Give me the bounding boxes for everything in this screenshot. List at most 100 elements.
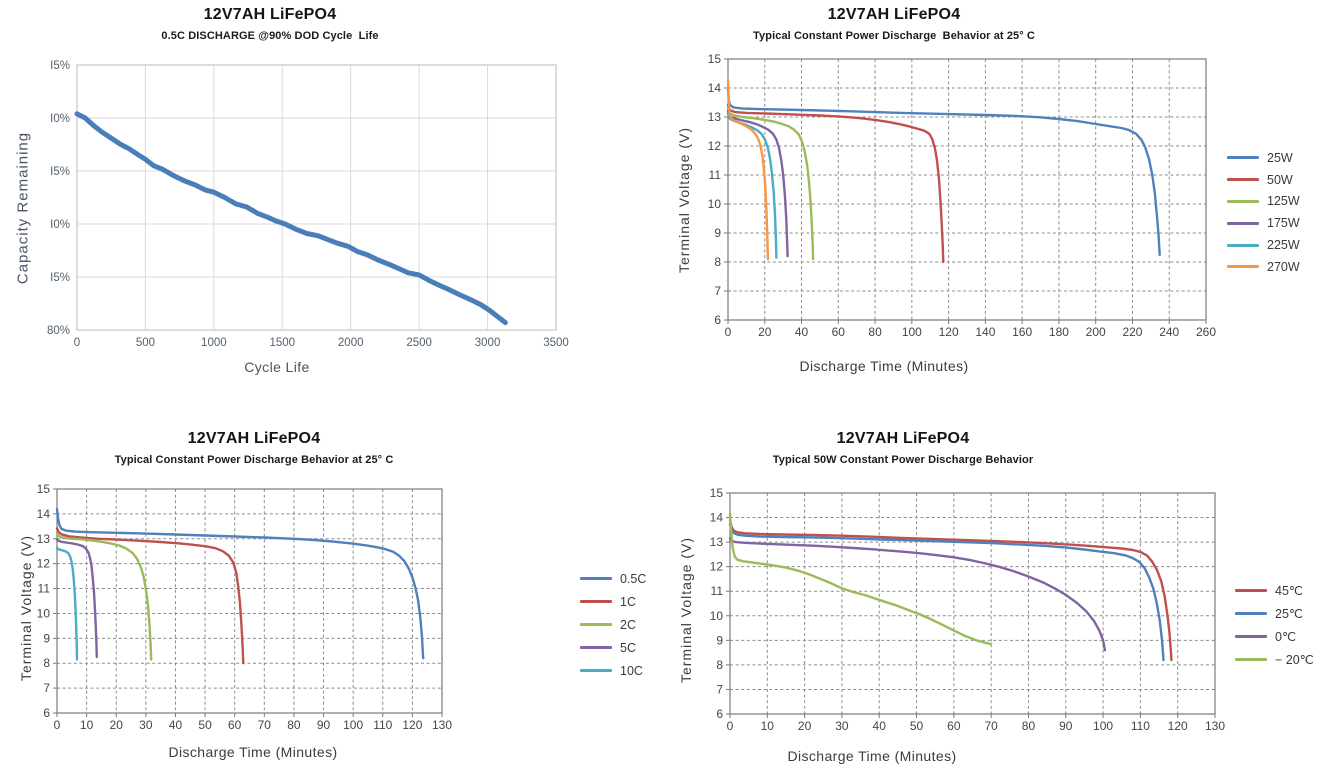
legend-line-swatch xyxy=(1235,635,1267,638)
svg-text:11: 11 xyxy=(711,584,724,598)
chart-title: 12V7AH LiFePO4 xyxy=(836,430,970,447)
svg-text:8: 8 xyxy=(716,658,723,672)
legend-item: 0℃ xyxy=(1235,625,1314,648)
x-axis-title: Discharge Time (Minutes) xyxy=(799,358,969,374)
svg-text:200: 200 xyxy=(1086,325,1106,339)
svg-text:I5%: I5% xyxy=(50,60,70,72)
legend-label: 0℃ xyxy=(1275,630,1296,644)
svg-text:180: 180 xyxy=(1049,325,1069,339)
legend-line-swatch xyxy=(1227,265,1259,269)
svg-text:6: 6 xyxy=(714,313,721,327)
svg-text:130: 130 xyxy=(1205,719,1225,733)
chart-subtitle: Typical Constant Power Discharge Behavio… xyxy=(114,454,394,466)
legend-label: 125W xyxy=(1267,194,1300,209)
legend-item: 25℃ xyxy=(1235,602,1314,625)
c-rate-discharge-plot: 0 10 20 30 40 50 60 70 80 90 100 110 120 130 15 14 13 12 1… xyxy=(37,482,453,732)
temperature-discharge-plot: 0 10 20 30 40 50 60 70 80 90 100 110 120 130 15 14 13 12 1… xyxy=(710,486,1226,733)
svg-text:3500: 3500 xyxy=(543,337,569,349)
legend-line-swatch xyxy=(1235,658,1267,661)
series-0.5C xyxy=(55,507,425,660)
chart-subtitle: 0.5C DISCHARGE @90% DOD Cycle Life xyxy=(161,30,379,42)
svg-text:15: 15 xyxy=(37,482,51,496)
svg-text:140: 140 xyxy=(975,325,995,339)
legend-line-swatch xyxy=(1227,221,1259,225)
svg-text:500: 500 xyxy=(136,337,155,349)
svg-text:130: 130 xyxy=(432,718,452,732)
series-25℃ xyxy=(728,522,1165,662)
svg-text:60: 60 xyxy=(947,719,961,733)
svg-text:110: 110 xyxy=(373,718,392,732)
series-125W xyxy=(726,107,815,261)
svg-text:30: 30 xyxy=(835,719,849,733)
svg-text:6: 6 xyxy=(43,706,50,720)
svg-text:11: 11 xyxy=(709,168,722,182)
svg-text:0: 0 xyxy=(54,718,61,732)
legend-item: 25W xyxy=(1227,147,1300,169)
legend-label: 25℃ xyxy=(1275,607,1303,621)
svg-text:14: 14 xyxy=(708,81,722,95)
svg-text:240: 240 xyxy=(1159,325,1179,339)
svg-text:50: 50 xyxy=(910,719,924,733)
legend-line-swatch xyxy=(1227,178,1259,182)
x-axis-title: Discharge Time (Minutes) xyxy=(168,744,338,760)
legend-line-swatch xyxy=(580,577,612,580)
svg-text:8: 8 xyxy=(714,255,721,269)
series-− 20℃ xyxy=(728,512,993,646)
svg-text:260: 260 xyxy=(1196,325,1216,339)
svg-text:30: 30 xyxy=(139,718,153,732)
svg-text:70: 70 xyxy=(258,718,272,732)
svg-text:100: 100 xyxy=(343,718,363,732)
svg-text:7: 7 xyxy=(714,284,721,298)
legend-line-swatch xyxy=(1235,612,1267,615)
svg-text:7: 7 xyxy=(43,681,50,695)
svg-text:100: 100 xyxy=(1093,719,1113,733)
legend-item: 1C xyxy=(580,590,646,613)
svg-text:50: 50 xyxy=(198,718,212,732)
svg-text:15: 15 xyxy=(708,52,722,66)
svg-text:20: 20 xyxy=(798,719,812,733)
svg-text:80%: 80% xyxy=(47,325,70,337)
svg-text:0: 0 xyxy=(74,337,80,349)
svg-text:I0%: I0% xyxy=(50,219,70,231)
power-discharge-plot: 0 20 40 60 80 100 120 140 160 180 200 220 240 260 15 14… xyxy=(708,52,1217,339)
svg-text:10: 10 xyxy=(710,609,724,623)
svg-text:0: 0 xyxy=(725,325,732,339)
series-2C xyxy=(55,532,153,661)
chart-constant-power-25c: 12V7AH LiFePO4 Typical Constant Power Di… xyxy=(600,0,1328,400)
svg-text:70: 70 xyxy=(984,719,998,733)
legend-label: 25W xyxy=(1267,150,1293,165)
svg-text:9: 9 xyxy=(716,633,723,647)
chart-title: 12V7AH LiFePO4 xyxy=(203,6,337,23)
svg-text:I0%: I0% xyxy=(50,113,70,125)
svg-text:2000: 2000 xyxy=(338,337,364,349)
svg-text:I5%: I5% xyxy=(50,166,70,178)
svg-text:13: 13 xyxy=(37,532,51,546)
legend-line-swatch xyxy=(580,600,612,603)
svg-text:110: 110 xyxy=(1131,719,1150,733)
chart-c-rate-25c: 12V7AH LiFePO4 Typical Constant Power Di… xyxy=(0,400,664,772)
legend-item: 225W xyxy=(1227,234,1300,256)
chart-title: 12V7AH LiFePO4 xyxy=(827,6,961,23)
svg-text:I5%: I5% xyxy=(50,272,70,284)
legend-line-swatch xyxy=(1227,199,1259,203)
svg-text:60: 60 xyxy=(228,718,242,732)
series-10C xyxy=(55,546,79,661)
svg-text:0: 0 xyxy=(727,719,734,733)
svg-text:40: 40 xyxy=(873,719,887,733)
svg-text:13: 13 xyxy=(710,535,724,549)
legend-label: − 20℃ xyxy=(1275,653,1314,667)
svg-text:1000: 1000 xyxy=(201,337,227,349)
svg-text:90: 90 xyxy=(317,718,331,732)
svg-text:2500: 2500 xyxy=(406,337,432,349)
svg-text:12: 12 xyxy=(37,557,51,571)
svg-text:3000: 3000 xyxy=(475,337,501,349)
legend-item: 10C xyxy=(580,659,646,682)
svg-text:10: 10 xyxy=(761,719,775,733)
svg-text:80: 80 xyxy=(868,325,882,339)
legend-label: 10C xyxy=(620,663,643,678)
svg-text:13: 13 xyxy=(708,110,722,124)
svg-text:90: 90 xyxy=(1059,719,1073,733)
x-axis-title: Discharge Time (Minutes) xyxy=(787,748,957,764)
svg-text:7: 7 xyxy=(716,682,723,696)
